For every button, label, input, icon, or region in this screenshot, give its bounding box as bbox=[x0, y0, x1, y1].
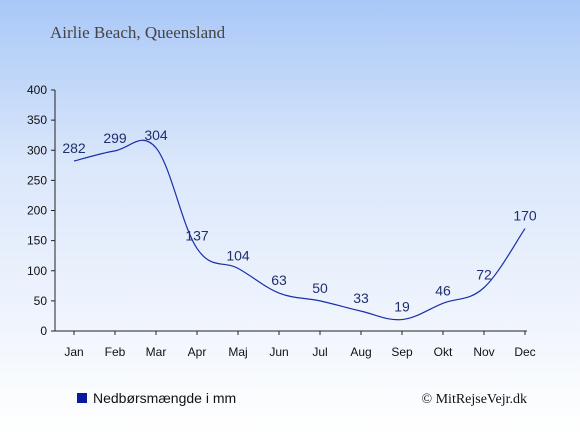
x-tick-label: Mar bbox=[146, 345, 167, 359]
y-tick-label: 400 bbox=[27, 83, 47, 97]
x-tick-label: Jan bbox=[64, 345, 83, 359]
legend-marker bbox=[77, 393, 87, 403]
chart-title: Airlie Beach, Queensland bbox=[50, 23, 226, 42]
x-tick-label: Nov bbox=[473, 345, 494, 359]
data-label: 137 bbox=[185, 227, 209, 243]
x-tick-label: Dec bbox=[514, 345, 535, 359]
data-label: 72 bbox=[476, 267, 492, 283]
x-tick-label: Jul bbox=[312, 345, 327, 359]
y-tick-label: 0 bbox=[40, 324, 47, 338]
x-tick-label: Sep bbox=[391, 345, 413, 359]
x-tick-label: Aug bbox=[350, 345, 371, 359]
x-tick-label: Feb bbox=[105, 345, 126, 359]
data-label: 19 bbox=[394, 299, 410, 315]
x-tick-label: Jun bbox=[269, 345, 288, 359]
data-label: 63 bbox=[271, 272, 287, 288]
data-label: 50 bbox=[312, 280, 328, 296]
data-label: 33 bbox=[353, 290, 369, 306]
y-tick-label: 300 bbox=[27, 143, 47, 157]
y-tick-label: 50 bbox=[34, 294, 48, 308]
y-tick-label: 150 bbox=[27, 234, 47, 248]
rainfall-series-line bbox=[73, 139, 526, 321]
legend: Nedbørsmængde i mm bbox=[77, 390, 236, 406]
y-tick-label: 250 bbox=[27, 173, 47, 187]
y-tick-label: 200 bbox=[27, 204, 47, 218]
data-label: 104 bbox=[226, 247, 250, 263]
legend-label: Nedbørsmængde i mm bbox=[93, 390, 236, 406]
data-label: 170 bbox=[513, 208, 537, 224]
x-tick-label: Apr bbox=[188, 345, 207, 359]
axes: 0 50 100 150 200 250 300 350 400 Jan Feb Mar Apr Maj J… bbox=[27, 83, 536, 359]
data-label: 299 bbox=[103, 130, 127, 146]
series-group bbox=[73, 139, 526, 321]
y-tick-label: 100 bbox=[27, 264, 47, 278]
data-labels: 282 299 304 137 104 63 50 33 19 46 72 170 bbox=[62, 127, 537, 315]
data-label: 46 bbox=[435, 282, 451, 298]
data-label: 304 bbox=[144, 127, 168, 143]
credit-text: © MitRejseVejr.dk bbox=[421, 392, 527, 407]
x-tick-label: Maj bbox=[228, 345, 247, 359]
y-tick-label: 350 bbox=[27, 113, 47, 127]
x-tick-label: Okt bbox=[434, 345, 453, 359]
data-label: 282 bbox=[62, 140, 86, 156]
